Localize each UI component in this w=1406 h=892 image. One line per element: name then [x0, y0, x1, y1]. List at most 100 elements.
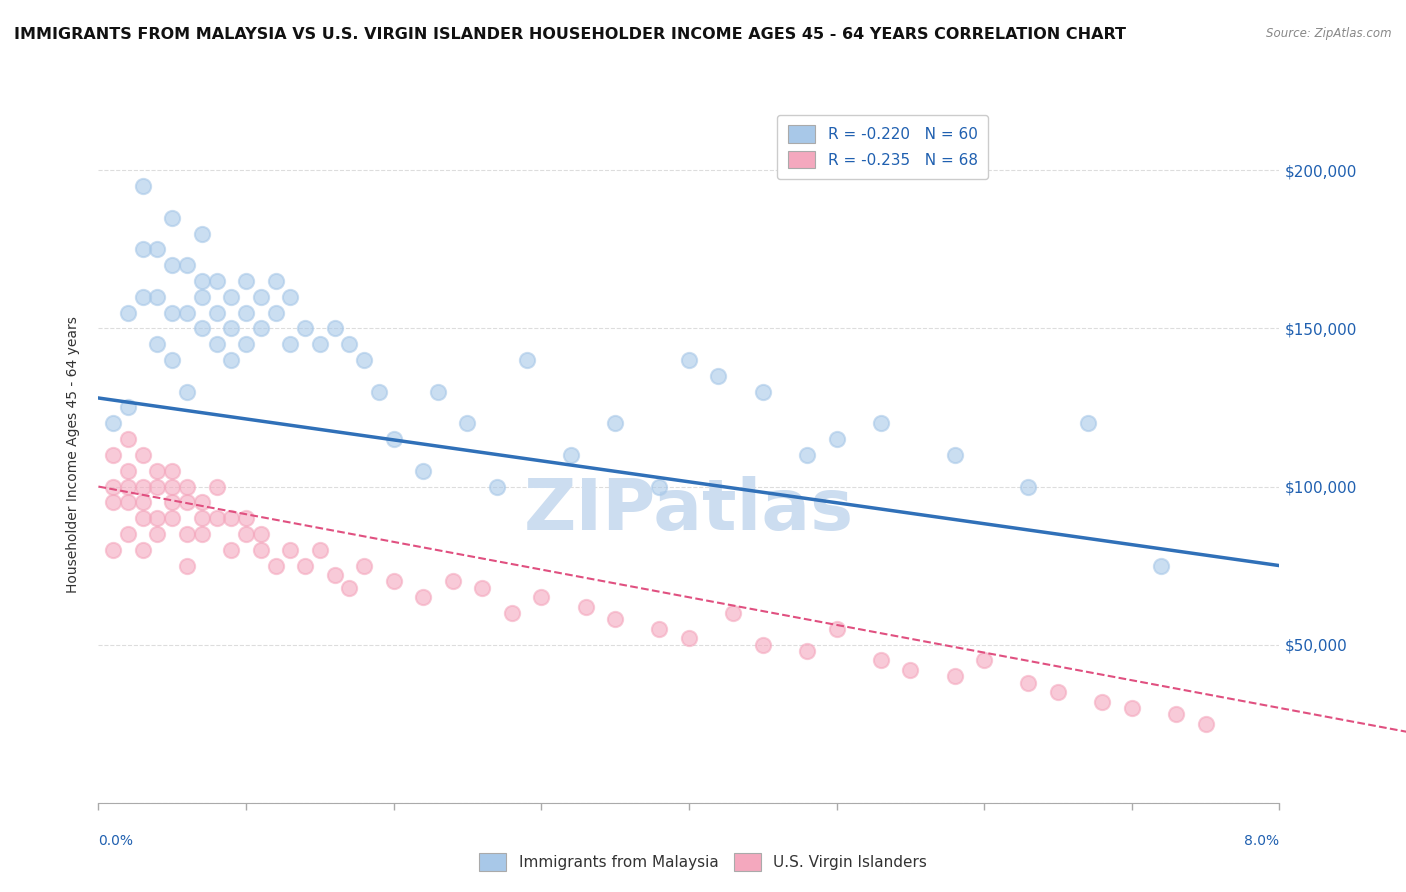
Point: [117, 432, 139, 446]
Point: [280, 337, 302, 351]
Point: [412, 464, 434, 478]
Point: [132, 511, 155, 525]
Point: [353, 353, 375, 368]
Point: [752, 384, 775, 399]
Point: [235, 511, 257, 525]
Point: [382, 574, 405, 589]
Legend: Immigrants from Malaysia, U.S. Virgin Islanders: Immigrants from Malaysia, U.S. Virgin Is…: [470, 844, 936, 880]
Point: [796, 448, 818, 462]
Point: [146, 464, 169, 478]
Point: [103, 479, 125, 493]
Point: [339, 581, 361, 595]
Point: [250, 527, 273, 541]
Point: [707, 368, 730, 383]
Point: [870, 417, 893, 431]
Point: [575, 599, 598, 614]
Point: [796, 644, 818, 658]
Point: [162, 258, 183, 272]
Point: [471, 581, 494, 595]
Point: [103, 448, 125, 462]
Point: [1195, 716, 1218, 731]
Legend: R = -0.220   N = 60, R = -0.235   N = 68: R = -0.220 N = 60, R = -0.235 N = 68: [778, 115, 988, 179]
Point: [250, 290, 273, 304]
Point: [176, 258, 198, 272]
Point: [117, 401, 139, 415]
Point: [221, 290, 243, 304]
Point: [382, 432, 405, 446]
Point: [264, 305, 287, 319]
Point: [723, 606, 745, 620]
Point: [973, 653, 995, 667]
Point: [825, 622, 848, 636]
Point: [191, 511, 214, 525]
Point: [162, 479, 183, 493]
Point: [368, 384, 391, 399]
Text: ZIPatlas: ZIPatlas: [524, 476, 853, 545]
Point: [117, 479, 139, 493]
Point: [1077, 417, 1099, 431]
Point: [191, 290, 214, 304]
Point: [117, 527, 139, 541]
Point: [162, 211, 183, 225]
Point: [309, 337, 332, 351]
Point: [176, 527, 198, 541]
Point: [235, 527, 257, 541]
Point: [280, 290, 302, 304]
Point: [132, 479, 155, 493]
Point: [1166, 707, 1188, 722]
Point: [441, 574, 464, 589]
Point: [825, 432, 848, 446]
Point: [117, 495, 139, 509]
Point: [132, 290, 155, 304]
Point: [162, 511, 183, 525]
Point: [191, 227, 214, 241]
Point: [1018, 675, 1040, 690]
Point: [264, 558, 287, 573]
Point: [117, 305, 139, 319]
Point: [1121, 701, 1143, 715]
Point: [146, 243, 169, 257]
Point: [250, 321, 273, 335]
Point: [221, 321, 243, 335]
Point: [280, 542, 302, 557]
Point: [205, 479, 228, 493]
Point: [530, 591, 553, 605]
Point: [162, 353, 183, 368]
Point: [205, 274, 228, 288]
Point: [752, 638, 775, 652]
Point: [870, 653, 893, 667]
Point: [132, 542, 155, 557]
Point: [1046, 685, 1070, 699]
Point: [146, 337, 169, 351]
Point: [323, 568, 346, 582]
Point: [146, 290, 169, 304]
Point: [1150, 558, 1173, 573]
Y-axis label: Householder Income Ages 45 - 64 years: Householder Income Ages 45 - 64 years: [66, 317, 80, 593]
Point: [221, 511, 243, 525]
Point: [560, 448, 582, 462]
Point: [103, 417, 125, 431]
Point: [264, 274, 287, 288]
Point: [427, 384, 450, 399]
Point: [294, 321, 316, 335]
Point: [1091, 695, 1114, 709]
Text: IMMIGRANTS FROM MALAYSIA VS U.S. VIRGIN ISLANDER HOUSEHOLDER INCOME AGES 45 - 64: IMMIGRANTS FROM MALAYSIA VS U.S. VIRGIN …: [14, 27, 1126, 42]
Point: [146, 479, 169, 493]
Point: [176, 305, 198, 319]
Point: [205, 305, 228, 319]
Point: [678, 632, 700, 646]
Point: [103, 495, 125, 509]
Point: [412, 591, 434, 605]
Point: [146, 511, 169, 525]
Point: [176, 495, 198, 509]
Point: [117, 464, 139, 478]
Point: [162, 495, 183, 509]
Point: [250, 542, 273, 557]
Point: [605, 612, 627, 626]
Text: Source: ZipAtlas.com: Source: ZipAtlas.com: [1267, 27, 1392, 40]
Point: [457, 417, 479, 431]
Point: [162, 464, 183, 478]
Point: [900, 663, 922, 677]
Point: [605, 417, 627, 431]
Point: [191, 321, 214, 335]
